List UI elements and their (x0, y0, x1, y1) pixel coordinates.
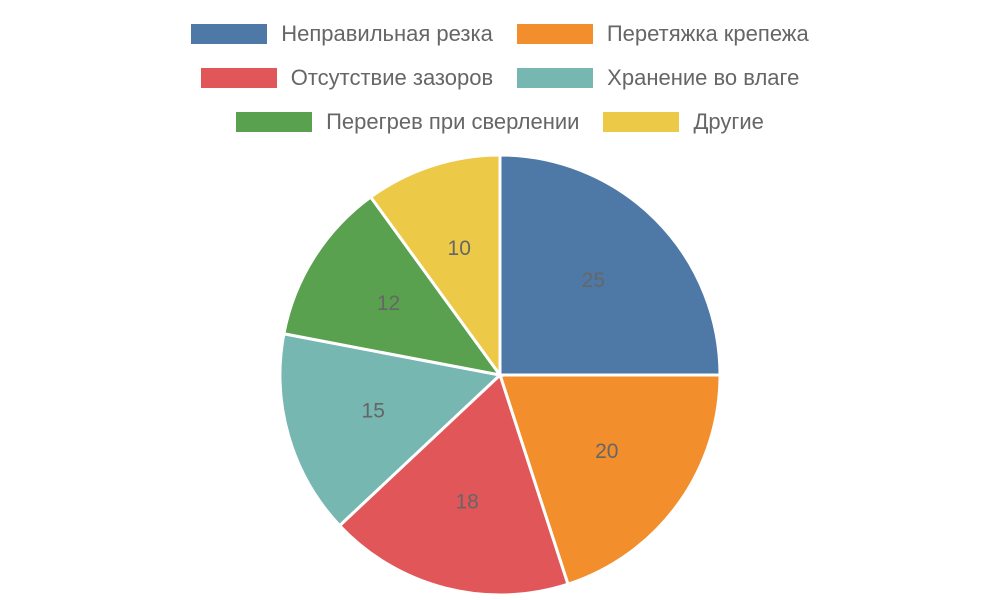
data-label: 10 (448, 237, 471, 260)
legend-swatch (517, 68, 594, 88)
legend-item: Перетяжка крепежа (516, 21, 809, 47)
data-label: 12 (377, 292, 400, 315)
legend-item: Другие (603, 109, 764, 135)
legend-swatch (191, 24, 268, 44)
data-label: 25 (582, 269, 605, 292)
pie-slice (278, 332, 504, 528)
pie-slice (337, 372, 570, 597)
legend-row: Перегрев при сверлении Другие (0, 100, 1000, 144)
pie-slice (498, 153, 722, 377)
legend-swatch (516, 24, 593, 44)
legend-item: Перегрев при сверлении (236, 109, 579, 135)
legend-label: Отсутствие зазоров (290, 65, 494, 90)
legend-row: Неправильная резка Перетяжка крепежа (0, 12, 1000, 56)
legend-row: Отсутствие зазоров Хранение во влаге (0, 56, 1000, 100)
pie-slice (282, 194, 504, 378)
pie-slice (497, 373, 722, 587)
legend-label: Перегрев при сверлении (326, 109, 580, 134)
legend-label: Хранение во влаге (607, 65, 800, 90)
legend-swatch (236, 112, 313, 132)
legend-label: Неправильная резка (281, 21, 493, 46)
legend-label: Другие (693, 109, 764, 134)
pie-slice (368, 153, 502, 380)
legend: Неправильная резка Перетяжка крепежа Отсут… (0, 12, 1000, 144)
data-label: 18 (455, 490, 478, 513)
legend-swatch (603, 112, 680, 132)
legend-item: Отсутствие зазоров (200, 65, 494, 91)
data-label: 20 (595, 440, 618, 463)
legend-item: Хранение во влаге (517, 65, 799, 91)
data-label: 15 (362, 399, 385, 422)
legend-label: Перетяжка крепежа (606, 21, 809, 46)
legend-item: Неправильная резка (191, 21, 493, 47)
legend-swatch (200, 68, 277, 88)
